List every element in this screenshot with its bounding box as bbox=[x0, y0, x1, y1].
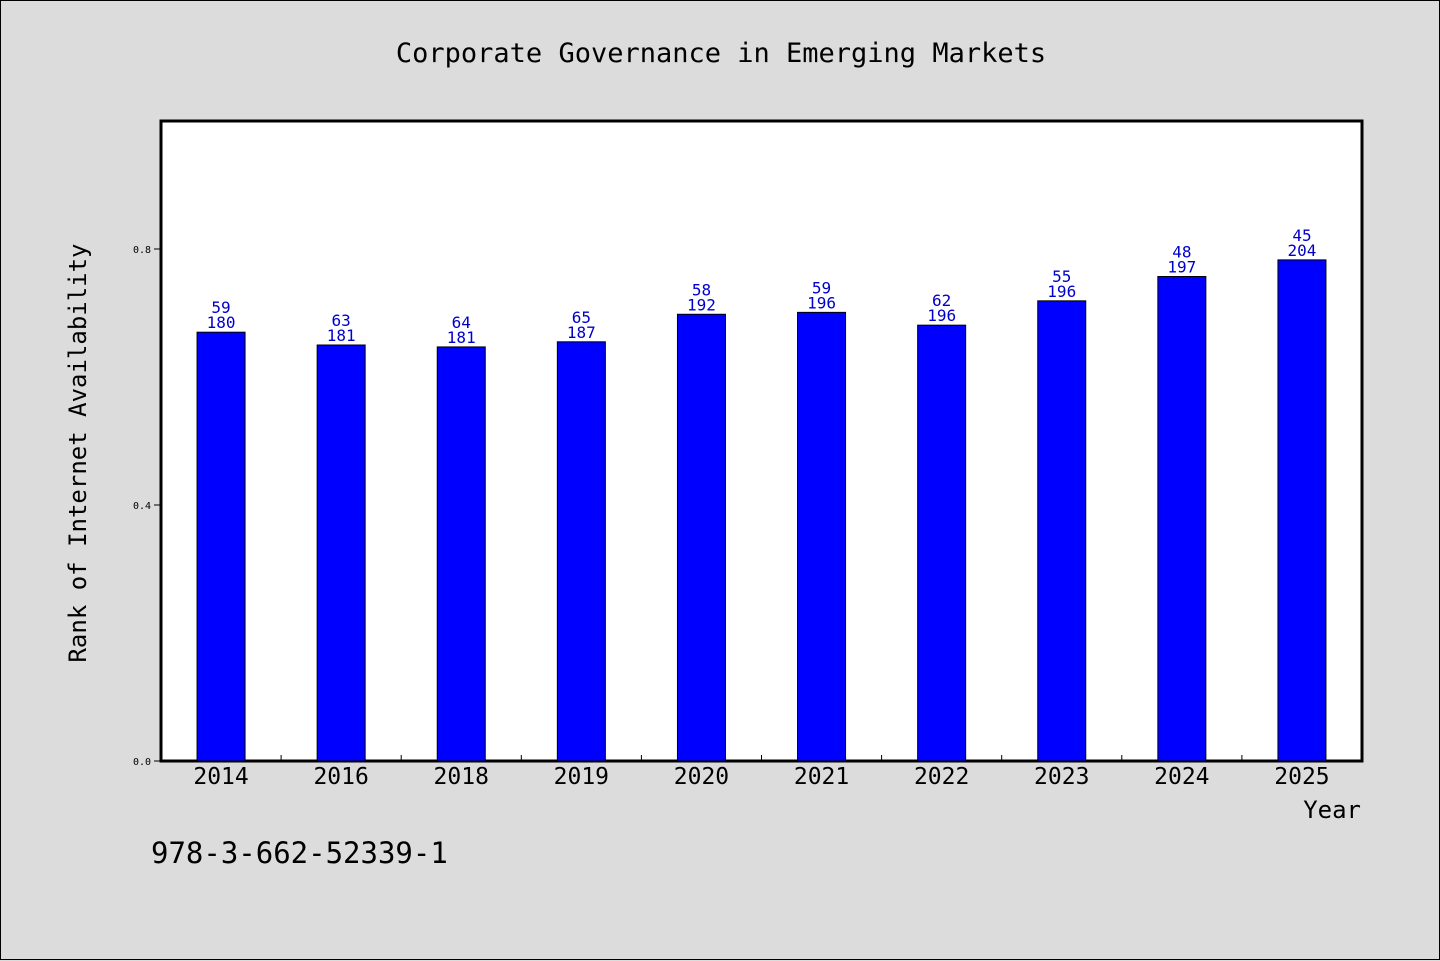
bar-label-bottom: 192 bbox=[687, 295, 716, 314]
bar bbox=[1037, 300, 1087, 762]
bar-label-top: 64 bbox=[452, 313, 471, 332]
x-tick-label: 2023 bbox=[1034, 764, 1089, 790]
bar-label-bottom: 196 bbox=[807, 293, 836, 312]
x-tick-label: 2024 bbox=[1154, 764, 1209, 790]
y-tick-label: 0.8 bbox=[133, 245, 151, 256]
bar-label-bottom: 196 bbox=[927, 306, 956, 325]
bar bbox=[1157, 276, 1207, 762]
y-tick-label: 0.0 bbox=[133, 757, 151, 768]
x-tick-label: 2020 bbox=[674, 764, 729, 790]
y-tick-label: 0.4 bbox=[133, 501, 151, 512]
x-tick-label: 2022 bbox=[914, 764, 969, 790]
x-tick-label: 2018 bbox=[434, 764, 489, 790]
bar-label-top: 45 bbox=[1292, 226, 1311, 245]
bar bbox=[436, 346, 486, 762]
x-tick-label: 2014 bbox=[193, 764, 248, 790]
bar-label-top: 48 bbox=[1172, 243, 1191, 262]
y-axis: 0.0 0.4 0.8 bbox=[133, 245, 161, 768]
bar-label-bottom: 181 bbox=[327, 326, 356, 345]
y-axis-label: Rank of Internet Availability bbox=[64, 243, 92, 662]
bar bbox=[556, 341, 606, 762]
x-tick-label: 2021 bbox=[794, 764, 849, 790]
bar-label-bottom: 187 bbox=[567, 323, 596, 342]
bar bbox=[797, 311, 847, 762]
bar bbox=[196, 331, 246, 762]
bar-label-top: 55 bbox=[1052, 267, 1071, 286]
x-axis-label: Year bbox=[1303, 796, 1361, 824]
bar bbox=[1277, 259, 1327, 762]
bar-label-top: 59 bbox=[211, 298, 230, 317]
x-tick-label: 2019 bbox=[554, 764, 609, 790]
bar-label-top: 58 bbox=[692, 280, 711, 299]
bar-label-bottom: 196 bbox=[1047, 282, 1076, 301]
bar bbox=[917, 324, 967, 762]
isbn-text: 978-3-662-52339-1 bbox=[151, 836, 448, 870]
chart-title: Corporate Governance in Emerging Markets bbox=[396, 38, 1046, 69]
bar-label-bottom: 204 bbox=[1287, 241, 1316, 260]
x-tick-label: 2025 bbox=[1274, 764, 1329, 790]
x-tick-label: 2016 bbox=[313, 764, 368, 790]
bar-label-top: 65 bbox=[572, 308, 591, 327]
bar-label-top: 62 bbox=[932, 291, 951, 310]
bar bbox=[316, 344, 366, 762]
bar-label-bottom: 197 bbox=[1167, 258, 1196, 277]
bar-label-bottom: 181 bbox=[447, 328, 476, 347]
bar-label-bottom: 180 bbox=[207, 313, 236, 332]
bar-label-top: 59 bbox=[812, 278, 831, 297]
bar-label-top: 63 bbox=[332, 311, 351, 330]
bar bbox=[676, 313, 726, 762]
x-axis: 2014 2016 2018 2019 2020 2021 2022 2023 2024 2025 bbox=[193, 755, 1330, 790]
